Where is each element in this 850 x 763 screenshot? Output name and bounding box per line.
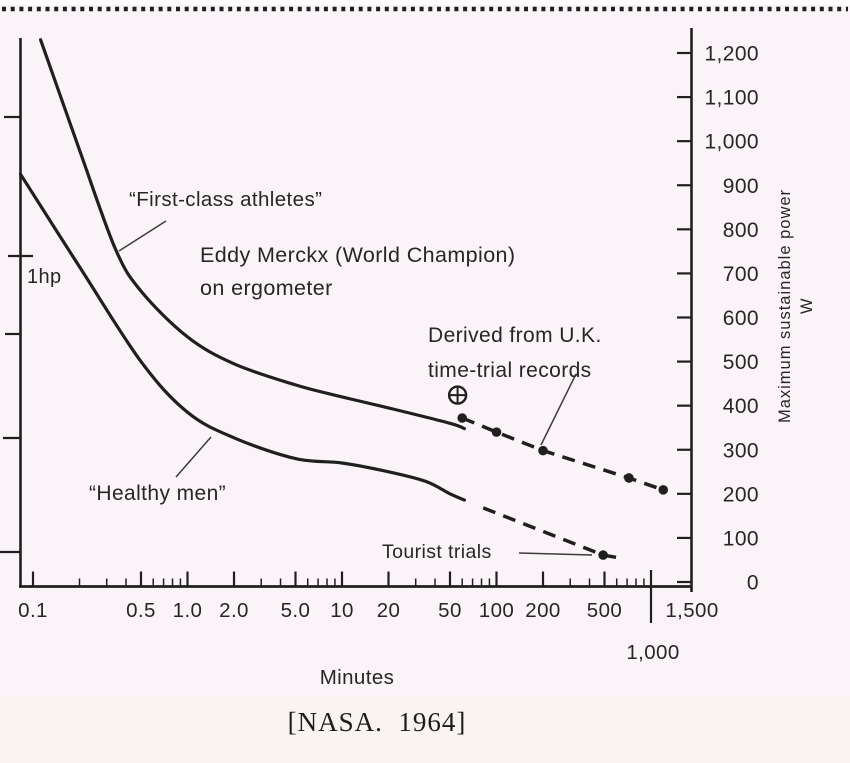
y-tick-label: 100 bbox=[723, 527, 759, 550]
y-tick-label: 1,000 bbox=[704, 131, 759, 154]
x-tick-label: 0.1 bbox=[18, 599, 48, 622]
uk-label-leader-line bbox=[540, 373, 577, 446]
x-tick-label: 500 bbox=[587, 599, 622, 622]
data-point-dot bbox=[658, 485, 669, 495]
one-hp-label: 1hp bbox=[27, 266, 62, 288]
y-tick-label: 900 bbox=[723, 175, 759, 198]
x-tick-label: 100 bbox=[479, 599, 514, 622]
x-tick-label: 1.0 bbox=[173, 599, 203, 622]
x-tick-label: 1,500 bbox=[665, 599, 718, 622]
x-tick-label: 1,000 bbox=[626, 641, 679, 664]
y-tick-label: 1,200 bbox=[704, 43, 759, 66]
tourist-label: Tourist trials bbox=[382, 541, 492, 563]
merckx-label: Eddy Merckx (World Champion) on ergometer bbox=[200, 243, 515, 300]
y-tick-label: 500 bbox=[723, 351, 759, 374]
x-tick-label: 10 bbox=[330, 599, 354, 622]
x-tick-label: 20 bbox=[377, 599, 401, 622]
y-tick-label: 300 bbox=[723, 439, 759, 462]
data-point-dot bbox=[598, 550, 608, 560]
data-point-dot bbox=[538, 445, 548, 456]
x-tick-label: 2.0 bbox=[219, 599, 249, 622]
x-tick-label: 200 bbox=[525, 599, 560, 622]
x-tick-label: 5.0 bbox=[281, 599, 311, 622]
healthy-label-leader-line bbox=[175, 436, 212, 478]
y-axis-unit: W bbox=[798, 298, 816, 314]
data-point-dot bbox=[457, 413, 468, 423]
y-tick-label: 1,100 bbox=[704, 87, 759, 110]
figure-citation: [NASA. 1964] bbox=[287, 707, 467, 737]
y-tick-label: 200 bbox=[723, 483, 759, 506]
uk-label: Derived from U.K. time-trial records bbox=[428, 324, 602, 382]
tourist-label-leader-line bbox=[518, 552, 593, 556]
x-axis-title: Minutes bbox=[320, 666, 395, 689]
y-tick-label: 800 bbox=[723, 219, 759, 242]
y-tick-label: 600 bbox=[723, 307, 759, 330]
x-tick-label: 0.5 bbox=[126, 599, 156, 622]
series-curve-1 bbox=[18, 172, 466, 502]
page-top-margin bbox=[0, 0, 850, 5]
y-tick-label: 700 bbox=[723, 263, 759, 286]
data-point-dot bbox=[624, 473, 634, 483]
series-curve-0 bbox=[39, 38, 466, 431]
y-tick-label: 0 bbox=[747, 572, 759, 595]
first-class-label-leader-line bbox=[118, 220, 167, 252]
first-class-label: “First-class athletes” bbox=[129, 188, 322, 211]
x-tick-label: 50 bbox=[438, 599, 462, 622]
y-axis-title: Maximum sustainable power bbox=[776, 189, 794, 423]
data-point-dot bbox=[491, 427, 502, 437]
page-bottom-margin bbox=[0, 696, 850, 763]
series-dashed-line-3 bbox=[482, 506, 622, 560]
y-tick-label: 400 bbox=[723, 395, 759, 418]
healthy-label: “Healthy men” bbox=[89, 482, 226, 505]
